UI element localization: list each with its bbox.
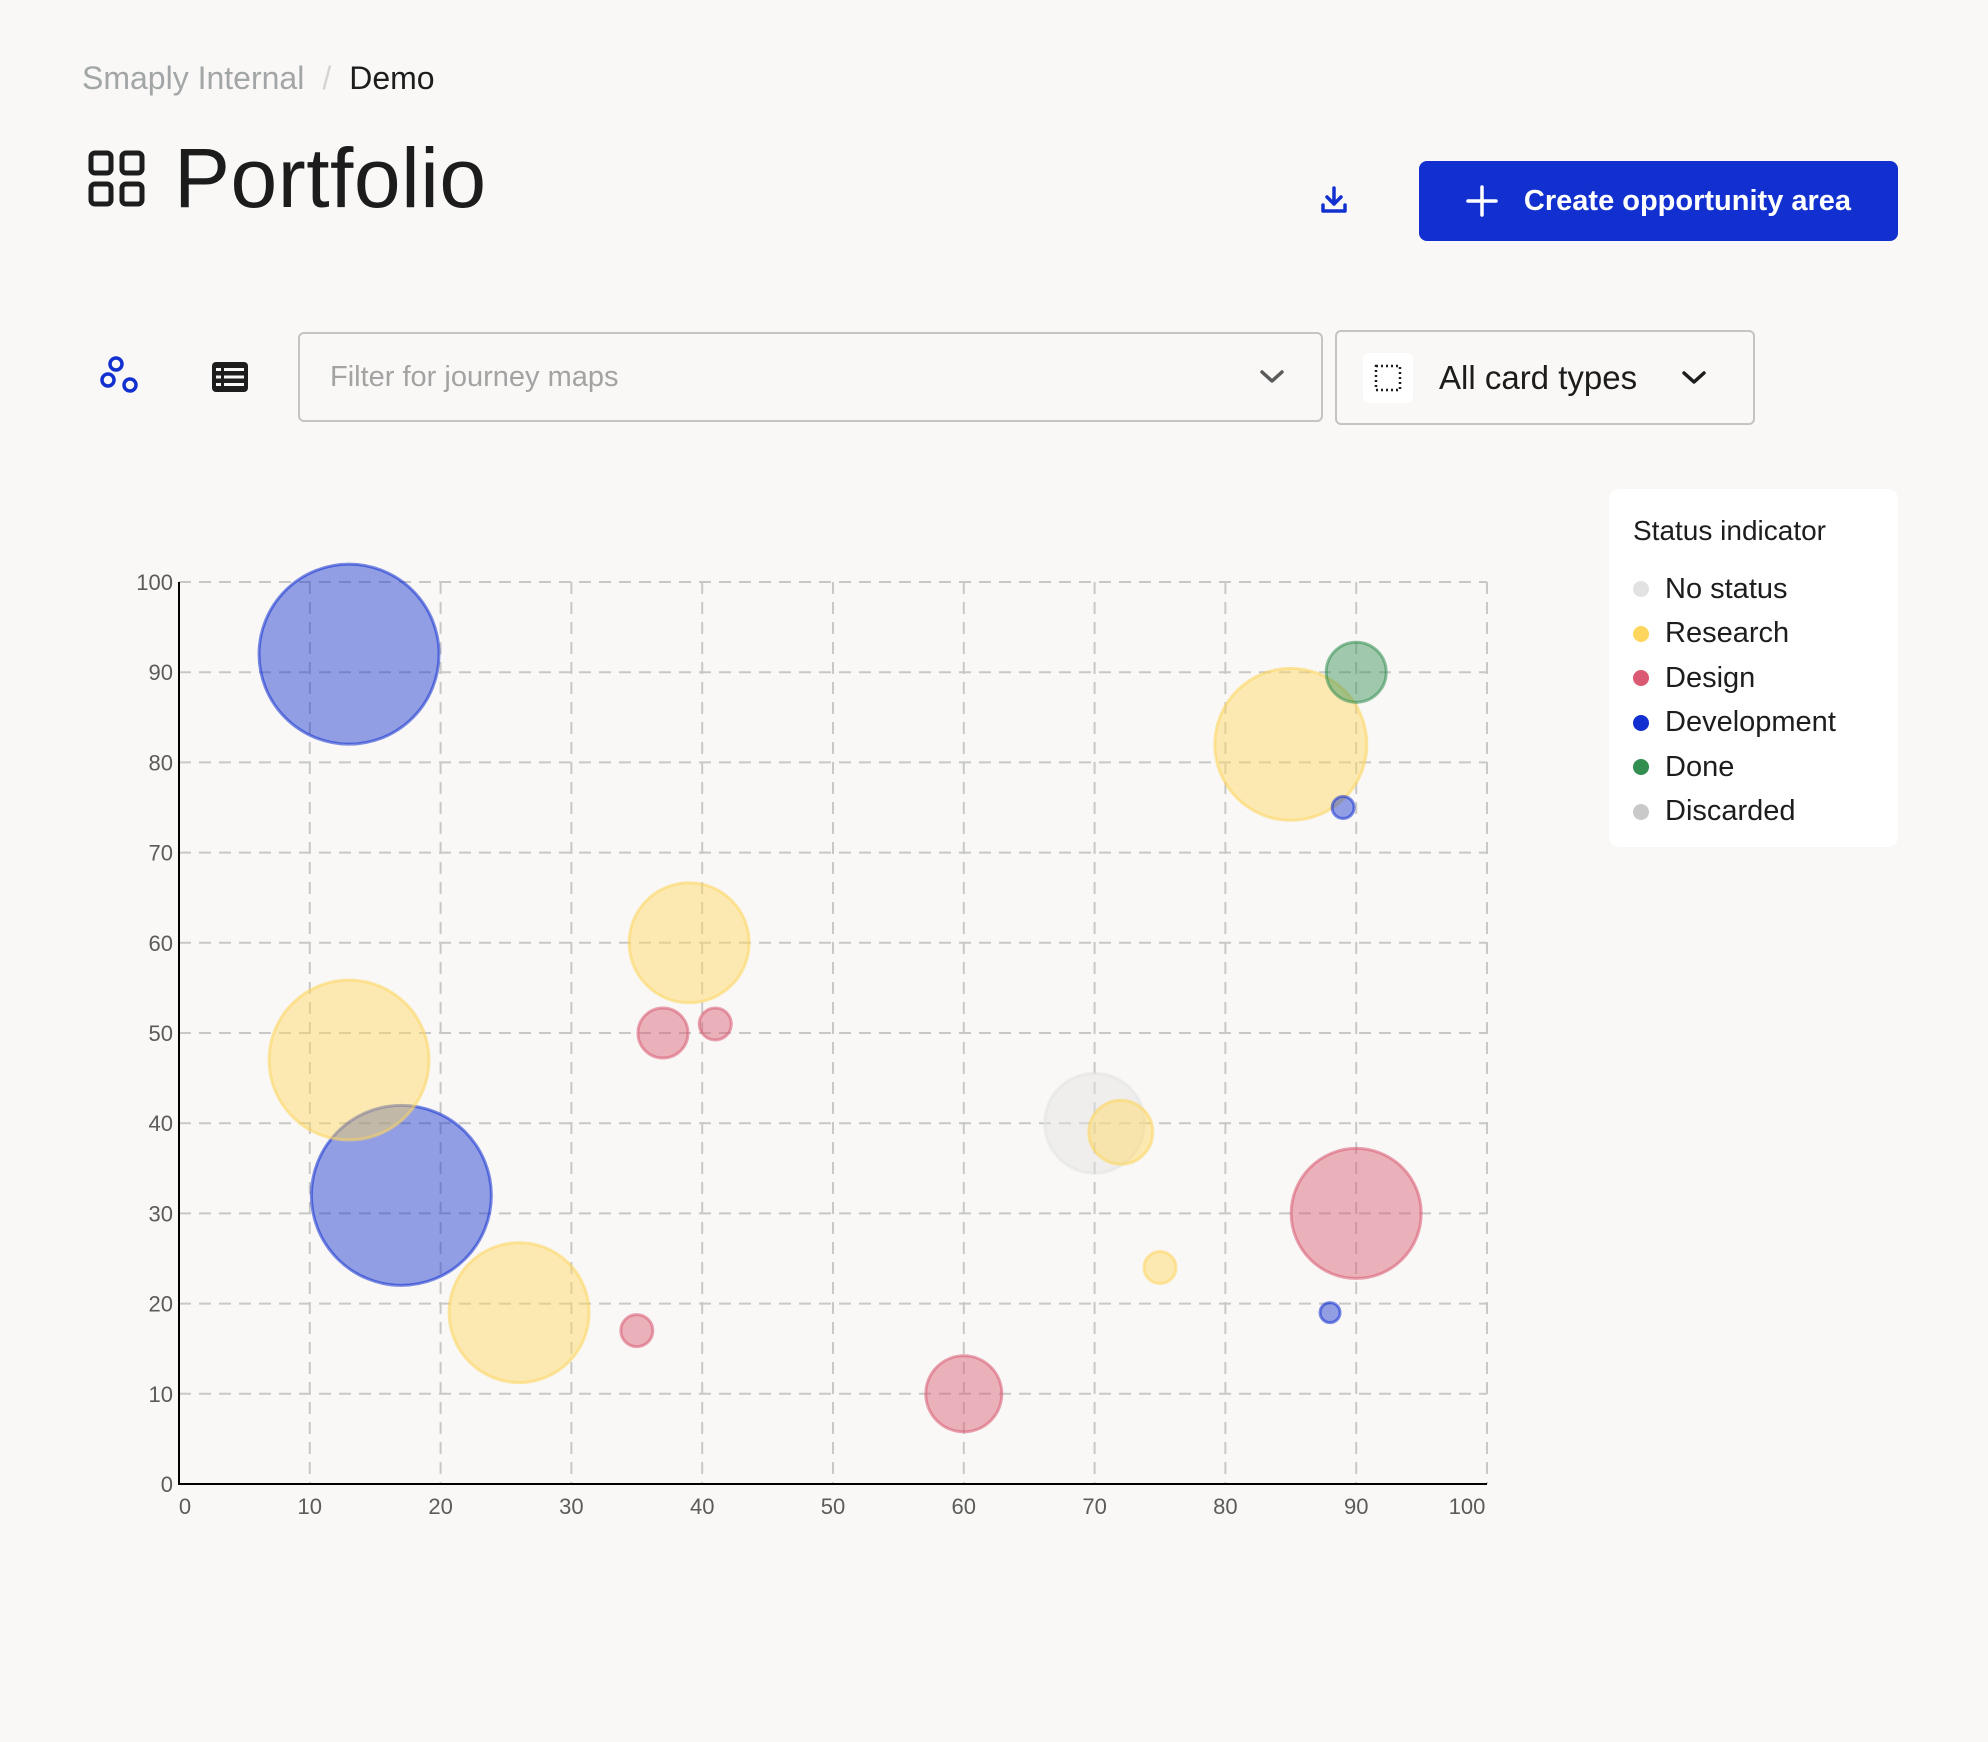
bubble-research[interactable] [1213,666,1369,822]
table-list-icon [212,362,248,392]
legend-item-design[interactable]: Design [1633,656,1874,701]
breadcrumb-parent-link[interactable]: Smaply Internal [82,60,305,96]
breadcrumb-current: Demo [349,60,435,96]
status-dot-icon [1633,803,1649,820]
grid-icon [88,150,145,206]
legend-item-development[interactable]: Development [1633,701,1874,746]
bubble-no-status[interactable] [1043,1071,1147,1175]
y-tick-label: 100 [136,570,173,595]
bubble-design[interactable] [636,1006,690,1060]
bubble-design[interactable] [619,1313,655,1349]
bubble-design[interactable] [924,1354,1004,1434]
bubble-research[interactable] [447,1241,591,1385]
legend-label: Development [1665,706,1836,739]
status-dot-icon [1633,670,1649,687]
status-dot-icon [1633,625,1649,642]
x-tick-label: 70 [1082,1494,1106,1519]
bubble-layer [257,562,1423,1434]
bubble-development[interactable] [309,1103,493,1287]
breadcrumb: Smaply Internal / Demo [82,60,435,97]
chevron-down-icon [1260,370,1284,383]
status-dot-icon [1633,714,1649,731]
card-type-select[interactable]: All card types [1335,330,1755,425]
status-dot-icon [1633,581,1649,598]
legend-label: Discarded [1665,795,1796,828]
y-tick-label: 0 [161,1472,173,1497]
y-tick-label: 90 [149,660,173,685]
filter-placeholder: Filter for journey maps [330,360,619,393]
y-tick-label: 20 [149,1292,173,1317]
legend-item-done[interactable]: Done [1633,745,1874,790]
plus-icon [1466,185,1498,217]
dotted-square-icon [1363,352,1413,403]
create-button-label: Create opportunity area [1523,184,1852,217]
x-tick-label: 30 [559,1494,583,1519]
y-tick-label: 60 [149,931,173,956]
status-legend: Status indicator No status Research Desi… [1609,489,1898,847]
page-title: Portfolio [174,131,487,225]
x-tick-label: 20 [428,1494,452,1519]
legend-item-no-status[interactable]: No status [1633,567,1874,612]
legend-label: Design [1665,661,1756,694]
x-tick-label: 90 [1344,1494,1368,1519]
x-tick-label: 50 [821,1494,845,1519]
legend-title: Status indicator [1633,515,1826,546]
legend-item-research[interactable]: Research [1633,612,1874,657]
bubble-chart-icon [100,356,138,393]
y-tick-label: 10 [149,1382,173,1407]
legend-item-discarded[interactable]: Discarded [1633,790,1874,835]
y-tick-label: 70 [149,841,173,866]
bubble-research[interactable] [627,881,751,1005]
card-type-label: All card types [1439,358,1638,396]
bubble-design[interactable] [1289,1146,1423,1280]
breadcrumb-separator: / [322,60,332,96]
x-tick-label: 10 [298,1494,322,1519]
y-tick-label: 80 [149,750,173,775]
page-header: Portfolio [88,130,487,227]
bubble-design[interactable] [697,1006,733,1042]
legend-label: No status [1665,572,1788,605]
y-tick-label: 40 [149,1111,173,1136]
download-button[interactable] [1316,182,1352,218]
bubble-development[interactable] [1330,795,1356,820]
y-tick-label: 50 [149,1021,173,1046]
bubble-done[interactable] [1324,640,1388,704]
x-tick-label: 100 [1449,1494,1486,1519]
bubble-research[interactable] [1087,1098,1155,1166]
x-tick-label: 40 [690,1494,714,1519]
bubble-view-toggle[interactable] [100,354,140,398]
chevron-down-icon [1682,370,1706,384]
bubble-research[interactable] [1142,1250,1178,1286]
create-opportunity-area-button[interactable]: Create opportunity area [1419,161,1898,241]
x-tick-label: 60 [952,1494,976,1519]
y-tick-label: 30 [149,1201,173,1226]
legend-label: Done [1665,750,1735,783]
bubble-development[interactable] [1318,1301,1342,1325]
bubble-development[interactable] [257,562,441,746]
x-tick-label: 0 [179,1494,191,1519]
journey-map-filter-input[interactable]: Filter for journey maps [298,332,1323,422]
download-icon [1321,186,1347,213]
legend-label: Research [1665,617,1790,650]
x-tick-label: 80 [1213,1494,1237,1519]
status-dot-icon [1633,759,1649,776]
list-view-toggle[interactable] [210,360,250,394]
bubble-research[interactable] [267,978,431,1142]
